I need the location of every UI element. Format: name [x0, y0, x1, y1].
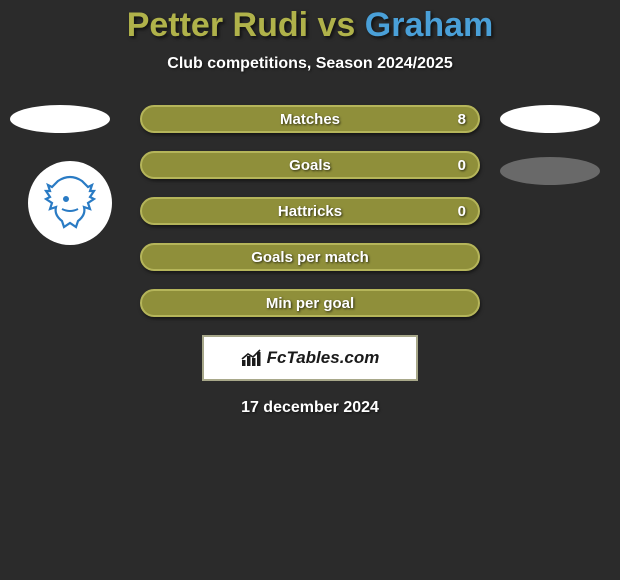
bars-icon [241, 349, 263, 367]
stat-bar: Min per goal [140, 289, 480, 317]
stat-bar: Hattricks 0 [140, 197, 480, 225]
comparison-title: Petter Rudi vs Graham [0, 0, 620, 45]
stat-bar: Goals 0 [140, 151, 480, 179]
stat-label: Min per goal [266, 295, 354, 312]
content-area: Matches 8 Goals 0 Hattricks 0 Goals per match M… [0, 105, 620, 417]
right-team-oval-top [500, 105, 600, 133]
brand-box[interactable]: FcTables.com [202, 335, 418, 381]
vs-text: vs [308, 6, 365, 44]
subtitle: Club competitions, Season 2024/2025 [0, 55, 620, 73]
player2-name: Graham [365, 6, 494, 44]
chief-head-icon [38, 171, 102, 235]
stat-label: Goals [289, 157, 331, 174]
stat-value: 0 [458, 203, 466, 220]
stat-value: 8 [458, 111, 466, 128]
right-team-oval-mid [500, 157, 600, 185]
stat-bar: Matches 8 [140, 105, 480, 133]
player1-name: Petter Rudi [127, 6, 308, 44]
stat-label: Matches [280, 111, 340, 128]
stat-label: Goals per match [251, 249, 369, 266]
stat-bars: Matches 8 Goals 0 Hattricks 0 Goals per match M… [140, 105, 480, 317]
stat-value: 0 [458, 157, 466, 174]
date-text: 17 december 2024 [0, 399, 620, 417]
left-team-oval [10, 105, 110, 133]
team-logo [28, 161, 112, 245]
brand-text: FcTables.com [267, 348, 380, 368]
stat-bar: Goals per match [140, 243, 480, 271]
stat-label: Hattricks [278, 203, 342, 220]
